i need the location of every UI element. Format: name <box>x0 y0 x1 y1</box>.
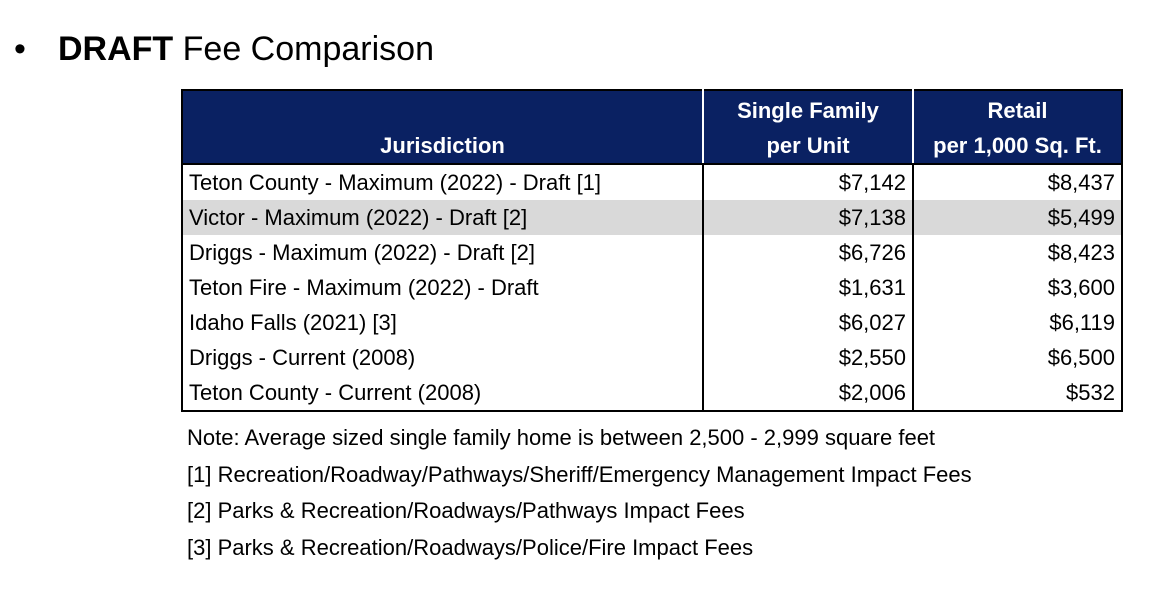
cell-jurisdiction: Teton County - Current (2008) <box>181 375 704 412</box>
page-heading: • DRAFT Fee Comparison <box>14 26 434 72</box>
header-retail-line2: per 1,000 Sq. Ft. <box>933 133 1102 158</box>
cell-retail: $6,500 <box>913 340 1123 375</box>
header-single-family-line1: Single Family <box>737 98 879 123</box>
header-retail-line1: Retail <box>987 98 1048 123</box>
header-retail: Retail per 1,000 Sq. Ft. <box>913 89 1123 165</box>
header-single-family-line2: per Unit <box>766 133 850 158</box>
cell-retail: $8,437 <box>913 164 1123 200</box>
header-jurisdiction: Jurisdiction <box>181 89 704 165</box>
header-single-family: Single Family per Unit <box>703 89 914 165</box>
table-row: Driggs - Maximum (2022) - Draft [2] $6,7… <box>181 235 1123 270</box>
cell-single-family: $7,138 <box>703 200 914 235</box>
cell-single-family: $7,142 <box>703 164 914 200</box>
cell-single-family: $6,027 <box>703 305 914 340</box>
header-jurisdiction-label: Jurisdiction <box>380 133 505 158</box>
cell-jurisdiction: Victor - Maximum (2022) - Draft [2] <box>181 200 704 235</box>
cell-single-family: $2,550 <box>703 340 914 375</box>
cell-single-family: $6,726 <box>703 235 914 270</box>
cell-jurisdiction: Teton County - Maximum (2022) - Draft [1… <box>181 164 704 200</box>
table-row: Teton County - Maximum (2022) - Draft [1… <box>181 164 1123 200</box>
fee-comparison-table: Jurisdiction Single Family per Unit Reta… <box>181 89 1123 412</box>
cell-jurisdiction: Driggs - Current (2008) <box>181 340 704 375</box>
table-header-row: Jurisdiction Single Family per Unit Reta… <box>181 89 1123 165</box>
table-row: Idaho Falls (2021) [3] $6,027 $6,119 <box>181 305 1123 340</box>
footnote-3: [3] Parks & Recreation/Roadways/Police/F… <box>187 534 754 560</box>
cell-retail: $532 <box>913 375 1123 412</box>
cell-single-family: $2,006 <box>703 375 914 412</box>
cell-retail: $5,499 <box>913 200 1123 235</box>
table-row: Victor - Maximum (2022) - Draft [2] $7,1… <box>181 200 1123 235</box>
cell-jurisdiction: Teton Fire - Maximum (2022) - Draft <box>181 270 704 305</box>
heading-draft-label: DRAFT <box>58 30 174 68</box>
footnote-2: [2] Parks & Recreation/Roadways/Pathways… <box>187 498 745 523</box>
table-row: Driggs - Current (2008) $2,550 $6,500 <box>181 340 1123 375</box>
cell-retail: $6,119 <box>913 305 1123 340</box>
cell-retail: $8,423 <box>913 235 1123 270</box>
cell-jurisdiction: Driggs - Maximum (2022) - Draft [2] <box>181 235 704 270</box>
bullet: • <box>14 30 26 68</box>
table-row: Teton County - Current (2008) $2,006 $53… <box>181 375 1123 412</box>
table-row: Teton Fire - Maximum (2022) - Draft $1,6… <box>181 270 1123 305</box>
cell-single-family: $1,631 <box>703 270 914 305</box>
heading-title: Fee Comparison <box>173 30 434 68</box>
cell-retail: $3,600 <box>913 270 1123 305</box>
footnote-average-home: Note: Average sized single family home i… <box>187 425 936 450</box>
footnotes: Note: Average sized single family home i… <box>187 420 972 566</box>
footnote-1: [1] Recreation/Roadway/Pathways/Sheriff/… <box>187 461 972 487</box>
cell-jurisdiction: Idaho Falls (2021) [3] <box>181 305 704 340</box>
